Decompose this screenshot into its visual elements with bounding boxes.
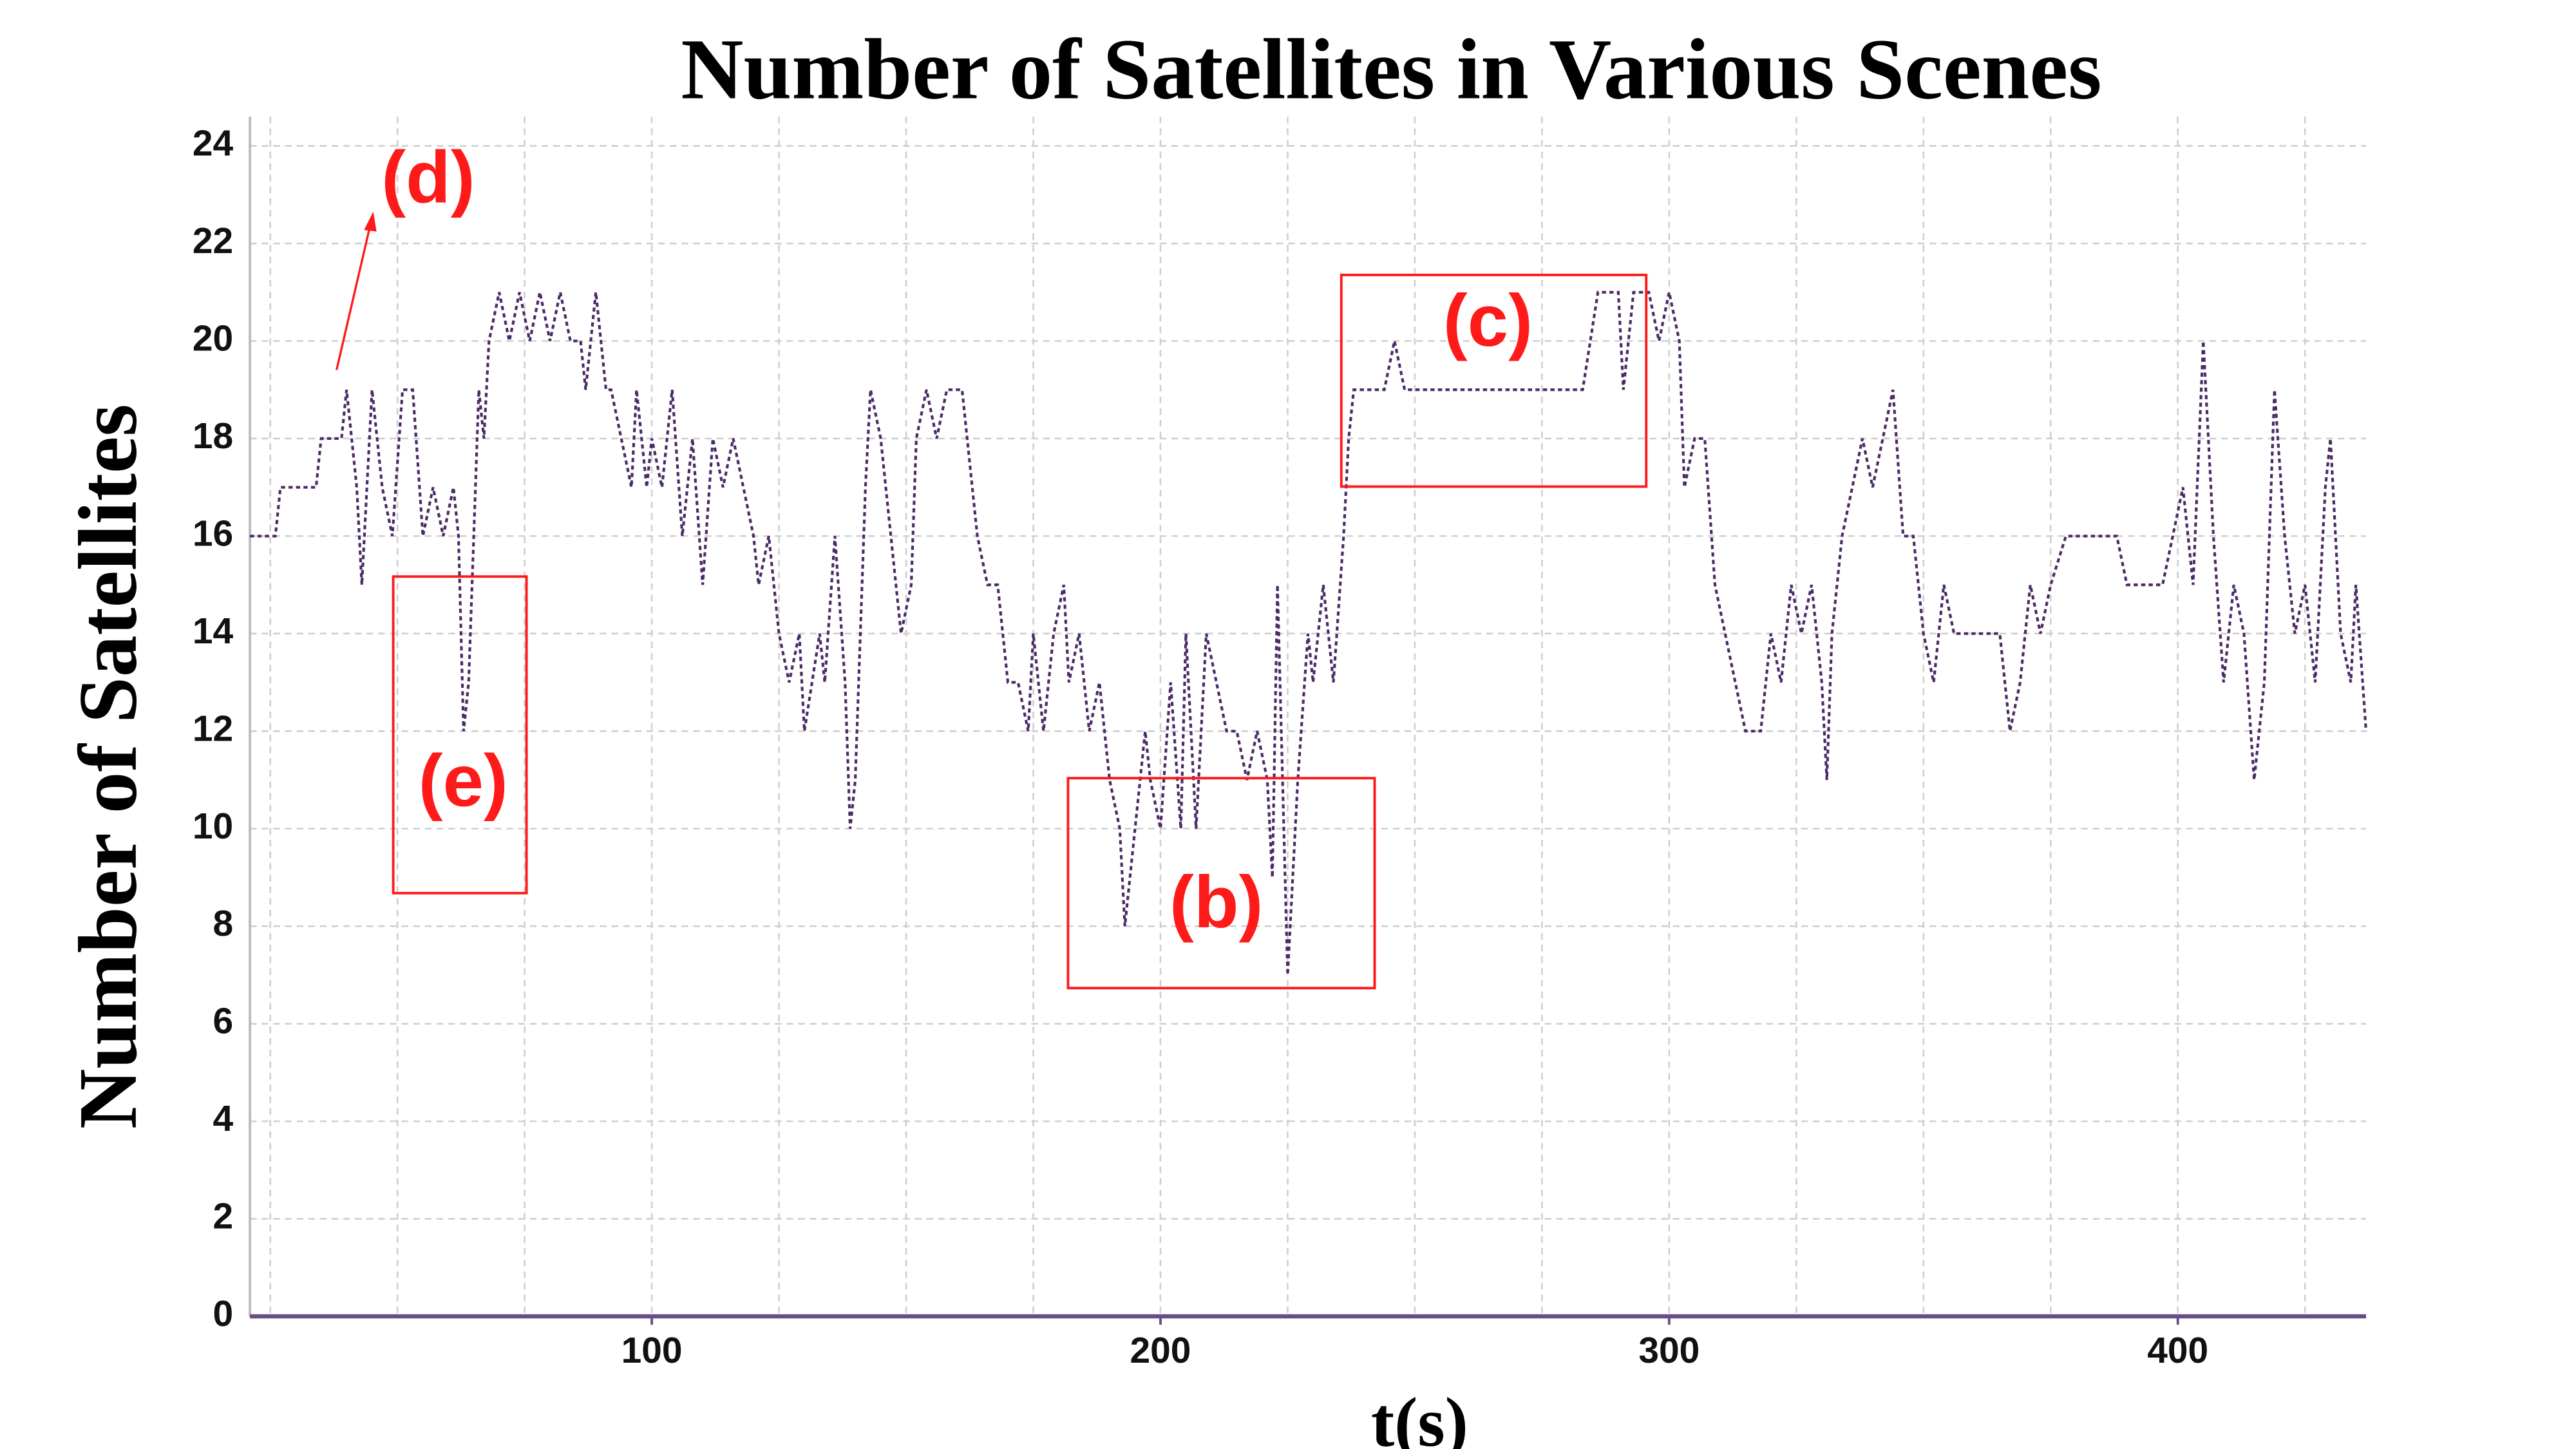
series-line (250, 290, 2368, 976)
annotation-box (1066, 777, 1376, 990)
y-tick-label: 22 (193, 220, 233, 261)
annotation-box (1340, 274, 1648, 488)
x-tick-label: 100 (621, 1330, 683, 1371)
annotation-box (392, 575, 528, 895)
y-tick-label: 14 (193, 611, 234, 652)
y-tick-label: 6 (213, 1001, 234, 1042)
annotation-label: (c) (1443, 280, 1533, 362)
y-tick-label: 0 (213, 1293, 234, 1334)
chart-title: Number of Satellites in Various Scenes (681, 22, 2101, 118)
x-axis-label: t(s) (1371, 1383, 1468, 1449)
annotation-label: (e) (419, 740, 508, 822)
annotation-label: (d) (381, 137, 475, 219)
y-tick-label: 2 (213, 1196, 234, 1237)
y-axis-label: Number of Satellites (62, 404, 154, 1129)
annotation-label: (b) (1170, 862, 1263, 943)
y-tick-label: 18 (193, 415, 233, 457)
y-tick-label: 24 (193, 123, 234, 164)
annotation-arrow (336, 226, 372, 370)
y-tick-label: 20 (193, 318, 233, 359)
y-tick-label: 8 (213, 903, 234, 944)
x-tick-label: 400 (2147, 1330, 2208, 1371)
x-tick-label: 200 (1130, 1330, 1191, 1371)
y-tick-label: 16 (193, 513, 233, 554)
annotation-arrowhead (364, 211, 377, 232)
y-tick-label: 12 (193, 708, 233, 749)
y-tick-label: 4 (213, 1098, 234, 1139)
y-tick-label: 10 (193, 806, 233, 847)
x-tick-label: 300 (1638, 1330, 1700, 1371)
